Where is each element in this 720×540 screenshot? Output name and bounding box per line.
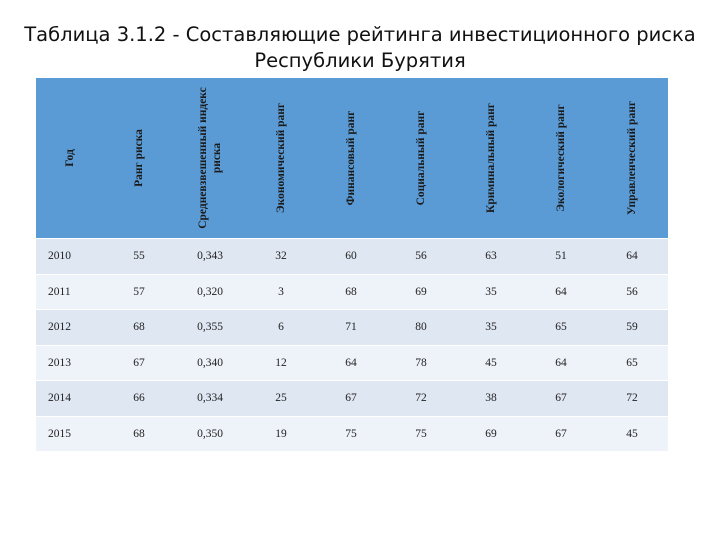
- table-cell: 67: [526, 415, 596, 451]
- table-cell: 64: [526, 273, 596, 310]
- cell-year: 2011: [36, 273, 104, 310]
- table-cell: 65: [526, 309, 596, 345]
- table-cell: 0,334: [174, 380, 246, 416]
- table-cell: 68: [316, 273, 386, 310]
- table-cell: 59: [596, 309, 668, 345]
- table-cell: 35: [456, 309, 526, 345]
- table-cell: 72: [596, 380, 668, 416]
- table-cell: 64: [316, 344, 386, 381]
- table-cell: 45: [456, 344, 526, 381]
- header-cell-social-rank: Социальный ранг: [386, 78, 456, 239]
- table-cell: 71: [316, 309, 386, 345]
- table-cell: 64: [596, 238, 668, 274]
- table-cell: 25: [246, 380, 316, 416]
- table-cell: 75: [316, 415, 386, 451]
- table-cell: 80: [386, 309, 456, 345]
- table-cell: 60: [316, 238, 386, 274]
- header-label: Год: [64, 149, 76, 167]
- table-cell: 64: [526, 344, 596, 381]
- table-cell: 67: [104, 344, 174, 381]
- slide-title: Таблица 3.1.2 - Составляющие рейтинга ин…: [0, 22, 720, 74]
- table-cell: 51: [526, 238, 596, 274]
- table-cell: 72: [386, 380, 456, 416]
- risk-rating-table: Год Ранг риска Средневзвешенный индекс р…: [36, 78, 668, 451]
- table-cell: 0,340: [174, 344, 246, 381]
- table-cell: 63: [456, 238, 526, 274]
- cell-year: 2014: [36, 380, 104, 416]
- table-cell: 67: [526, 380, 596, 416]
- header-label: Экономический ранг: [275, 102, 287, 214]
- table-cell: 32: [246, 238, 316, 274]
- table-cell: 65: [596, 344, 668, 381]
- table-cell: 38: [456, 380, 526, 416]
- header-label: Финансовый ранг: [345, 110, 357, 206]
- table-cell: 75: [386, 415, 456, 451]
- table-cell: 68: [104, 415, 174, 451]
- table-cell: 45: [596, 415, 668, 451]
- header-cell-management-rank: Управленческий ранг: [596, 78, 668, 239]
- table-cell: 55: [104, 238, 174, 274]
- header-label: Криминальный ранг: [485, 103, 497, 213]
- table-cell: 78: [386, 344, 456, 381]
- table-cell: 68: [104, 309, 174, 345]
- title-line-2: Республики Бурятия: [254, 49, 466, 72]
- header-cell-year: Год: [36, 78, 104, 239]
- table-cell: 35: [456, 273, 526, 310]
- table-cell: 56: [386, 238, 456, 274]
- title-line-1: Таблица 3.1.2 - Составляющие рейтинга ин…: [24, 23, 696, 46]
- table-cell: 12: [246, 344, 316, 381]
- header-cell-criminal-rank: Криминальный ранг: [456, 78, 526, 239]
- table-row: 2014 66 0,334 25 67 72 38 67 72: [36, 380, 668, 416]
- header-cell-ecological-rank: Экологический ранг: [526, 78, 596, 239]
- cell-year: 2012: [36, 309, 104, 345]
- header-label: Ранг риска: [133, 129, 145, 187]
- header-cell-weighted-index: Средневзвешенный индекс риска: [174, 78, 246, 239]
- table-row: 2013 67 0,340 12 64 78 45 64 65: [36, 344, 668, 381]
- table-cell: 0,343: [174, 238, 246, 274]
- table-cell: 0,320: [174, 273, 246, 310]
- header-cell-economic-rank: Экономический ранг: [246, 78, 316, 239]
- cell-year: 2015: [36, 415, 104, 451]
- table-cell: 19: [246, 415, 316, 451]
- table-cell: 6: [246, 309, 316, 345]
- header-cell-financial-rank: Финансовый ранг: [316, 78, 386, 239]
- table-cell: 3: [246, 273, 316, 310]
- table-cell: 69: [456, 415, 526, 451]
- header-row: Год Ранг риска Средневзвешенный индекс р…: [36, 78, 668, 239]
- table-cell: 67: [316, 380, 386, 416]
- header-cell-risk-rank: Ранг риска: [104, 78, 174, 239]
- header-label: Социальный ранг: [415, 110, 427, 206]
- header-label: Управленческий ранг: [626, 100, 638, 216]
- cell-year: 2013: [36, 344, 104, 381]
- header-label: Экологический ранг: [555, 104, 567, 212]
- cell-year: 2010: [36, 238, 104, 274]
- table-row: 2012 68 0,355 6 71 80 35 65 59: [36, 309, 668, 345]
- table-cell: 66: [104, 380, 174, 416]
- table-row: 2011 57 0,320 3 68 69 35 64 56: [36, 273, 668, 310]
- table-cell: 57: [104, 273, 174, 310]
- table-row: 2010 55 0,343 32 60 56 63 51 64: [36, 238, 668, 274]
- table-row: 2015 68 0,350 19 75 75 69 67 45: [36, 415, 668, 451]
- table-cell: 0,350: [174, 415, 246, 451]
- table-cell: 69: [386, 273, 456, 310]
- table-cell: 0,355: [174, 309, 246, 345]
- header-label: Средневзвешенный индекс риска: [197, 87, 223, 229]
- table-cell: 56: [596, 273, 668, 310]
